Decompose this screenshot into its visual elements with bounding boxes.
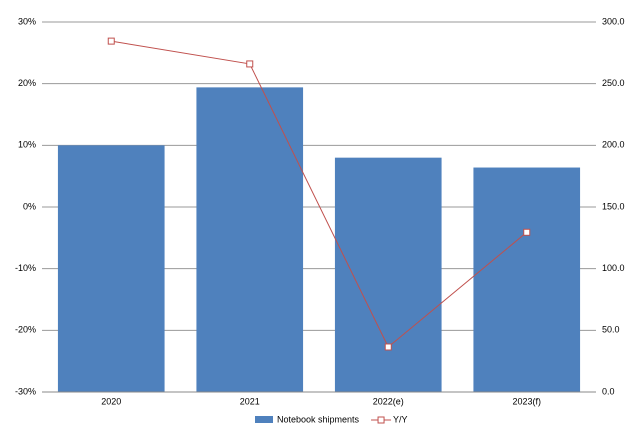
x-tick-label: 2020 [101, 396, 121, 406]
y2-tick-label: 0.0 [602, 386, 615, 396]
y2-tick-label: 200.0 [602, 140, 625, 150]
marker [246, 60, 254, 68]
y2-tick-label: 300.0 [602, 16, 625, 26]
y2-tick-label: 100.0 [602, 263, 625, 273]
x-tick-label: 2023(f) [512, 396, 541, 406]
legend-swatch [255, 416, 273, 423]
bar [196, 87, 304, 392]
line [111, 40, 528, 348]
bar [334, 157, 442, 392]
y-tick-label: 10% [18, 140, 36, 150]
y-tick-label: -10% [15, 263, 36, 273]
bar [57, 145, 165, 392]
bar [473, 167, 581, 392]
y-tick-label: -30% [15, 386, 36, 396]
marker [523, 228, 531, 236]
marker [384, 343, 392, 351]
y2-tick-label: 150.0 [602, 201, 625, 211]
y-tick-label: 0% [23, 201, 36, 211]
y2-tick-label: 50.0 [602, 325, 620, 335]
y-tick-label: 20% [18, 78, 36, 88]
marker [107, 37, 115, 45]
legend-label: Y/Y [393, 414, 408, 424]
y-tick-label: -20% [15, 325, 36, 335]
y2-tick-label: 250.0 [602, 78, 625, 88]
legend-swatch [377, 416, 385, 424]
x-tick-label: 2022(e) [373, 396, 404, 406]
x-tick-label: 2021 [240, 396, 260, 406]
y-tick-label: 30% [18, 16, 36, 26]
legend-label: Notebook shipments [277, 414, 360, 424]
